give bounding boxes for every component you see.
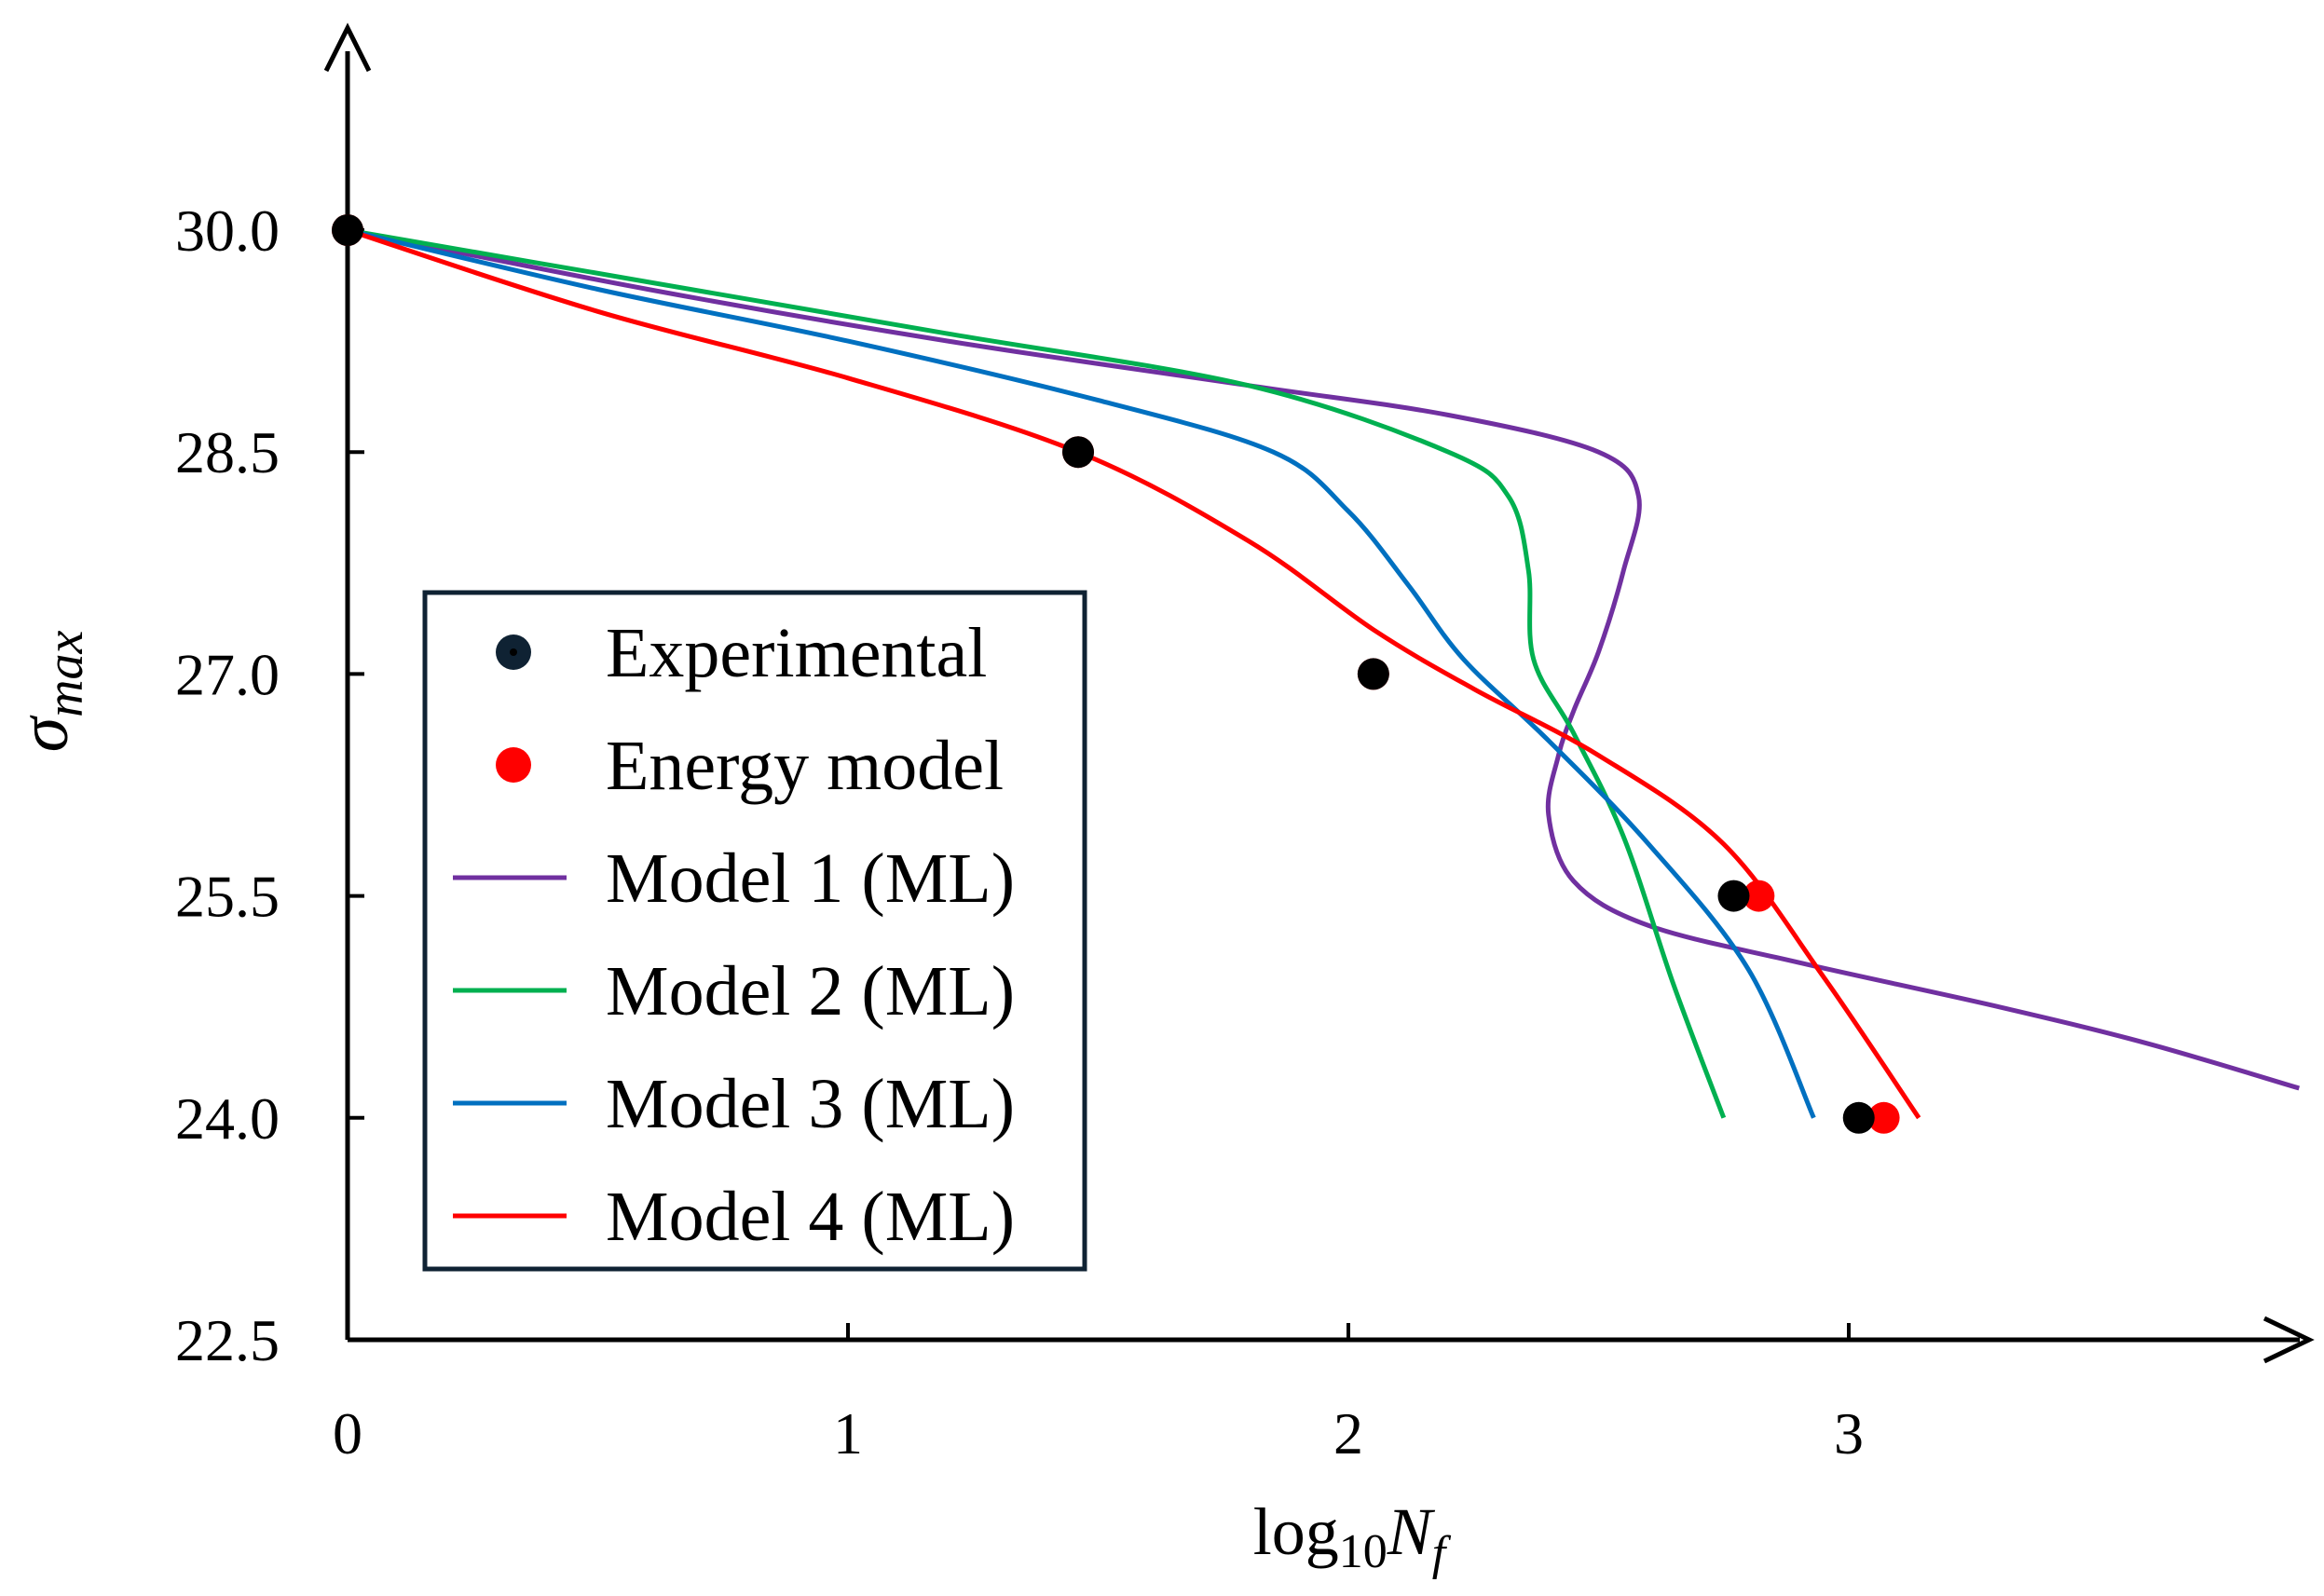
series-line-model-1-ml xyxy=(348,227,2301,1091)
y-tick-label: 28.5 xyxy=(175,419,280,485)
y-tick-label: 24.0 xyxy=(175,1085,280,1152)
series-line-model-2-ml xyxy=(348,227,1727,1119)
x-tick-label: 2 xyxy=(1333,1400,1363,1466)
x-axis-label-base: log xyxy=(1253,1494,1339,1569)
legend-label-model-1-ml: Model 1 (ML) xyxy=(606,839,1015,918)
series-line-model-3-ml xyxy=(348,227,1816,1119)
data-point-energy-model xyxy=(1743,880,1775,912)
legend-label-model-3-ml: Model 3 (ML) xyxy=(606,1065,1015,1143)
y-axis-label-sub: max xyxy=(36,630,94,716)
x-tick-label: 1 xyxy=(833,1400,863,1466)
y-tick-label: 22.5 xyxy=(175,1307,280,1373)
series-line-model-4-ml xyxy=(348,227,1921,1120)
y-tick-label: 25.5 xyxy=(175,864,280,930)
y-tick-label: 27.0 xyxy=(175,641,280,707)
legend-frame xyxy=(422,590,1087,1272)
x-axis-label: log10Nf xyxy=(1253,1494,1452,1580)
x-axis-arrow xyxy=(2262,1316,2315,1364)
data-point-energy-model xyxy=(1867,1101,1900,1134)
x-tick-label: 3 xyxy=(1834,1400,1864,1466)
data-point-experimental xyxy=(1842,1101,1875,1134)
x-axis-label-var: N xyxy=(1387,1494,1436,1569)
legend-marker-energy-model xyxy=(496,747,531,783)
y-tick-label: 30.0 xyxy=(175,198,280,264)
x-tick-label: 0 xyxy=(333,1400,362,1466)
x-axis-label-base-sub: 10 xyxy=(1339,1525,1388,1578)
legend-label-energy-model: Energy model xyxy=(606,727,1004,805)
legend-marker-dot xyxy=(510,648,517,656)
x-axis-label-var-sub: f xyxy=(1432,1527,1452,1580)
data-point-experimental xyxy=(1357,658,1389,690)
legend-label-model-2-ml: Model 2 (ML) xyxy=(606,952,1015,1030)
data-point-experimental xyxy=(332,214,363,246)
y-axis-label: σmax xyxy=(5,630,94,752)
y-axis-label-var: σ xyxy=(5,715,83,752)
y-axis-arrow xyxy=(323,22,372,73)
legend: Experimental Energy model Model 1 (ML) Mode… xyxy=(422,590,1087,1272)
legend-label-model-4-ml: Model 4 (ML) xyxy=(606,1178,1015,1256)
legend-label-experimental: Experimental xyxy=(606,614,987,692)
data-point-experimental xyxy=(1717,880,1750,912)
data-point-experimental xyxy=(1062,436,1095,469)
